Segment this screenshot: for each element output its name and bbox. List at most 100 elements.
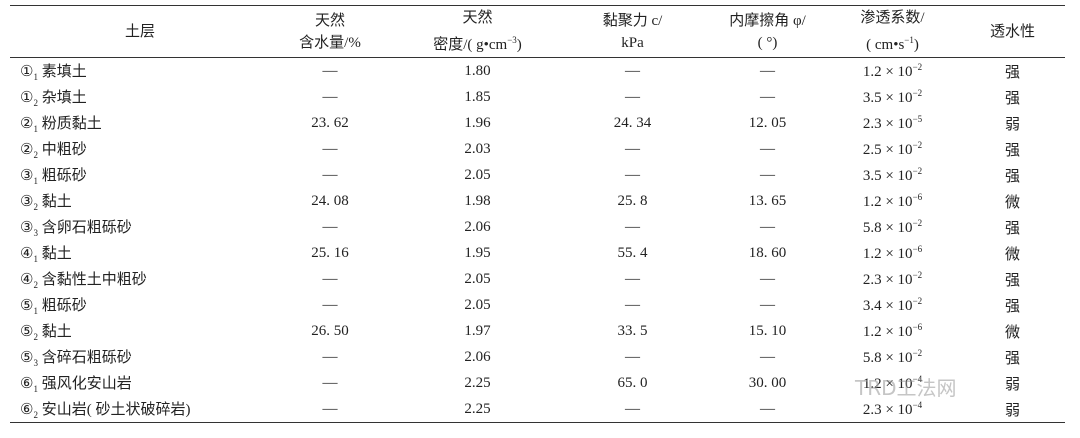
layer-number: ⑥	[20, 402, 34, 418]
perm-exp: −2	[912, 139, 923, 150]
soil-table: 土层 天然 含水量/% 天然 密度/( g•cm−3) 黏聚力 c/kPa 内摩擦角 φ/(…	[10, 5, 1065, 423]
data-row: ①1 素填土 — 1.80 — — 1.2 × 10−2 强	[10, 58, 1065, 85]
density-cell: 1.80	[400, 58, 555, 85]
density-cell: 2.05	[400, 162, 555, 188]
density: 2.06	[464, 348, 491, 365]
perm-cell: 3.5 × 10−2	[825, 84, 960, 110]
header-sup: −1	[904, 35, 914, 45]
friction: —	[760, 400, 775, 417]
header-sup: −3	[507, 35, 517, 45]
cohesion: —	[625, 270, 640, 287]
water-cell: —	[260, 396, 400, 423]
friction: 18. 60	[748, 244, 787, 261]
cohesion-cell: 65. 0	[555, 370, 710, 396]
cohesion: 55. 4	[617, 244, 648, 261]
permeability-cell: 强	[960, 162, 1065, 188]
header-text: ( °)	[757, 34, 778, 51]
density: 2.05	[464, 296, 491, 313]
layer-sub: 1	[33, 72, 38, 82]
header-cell: 天然 密度/( g•cm−3)	[400, 5, 555, 58]
layer-name: 含碎石粗砾砂	[41, 350, 132, 366]
perm-cell: 2.3 × 10−4	[825, 396, 960, 423]
water: —	[322, 88, 338, 105]
density-cell: 2.25	[400, 370, 555, 396]
perm-cell: 2.3 × 10−5	[825, 110, 960, 136]
friction-cell: —	[710, 84, 825, 110]
header-cell: 渗透系数/ ( cm•s−1)	[825, 5, 960, 58]
layer-sub: 2	[33, 202, 38, 212]
permeability: 微	[1004, 246, 1020, 263]
data-row: ④1 黏土 25. 16 1.95 55. 4 18. 60 1.2 × 10−6 微	[10, 240, 1065, 266]
permeability: 强	[1004, 272, 1020, 289]
cohesion-cell: —	[555, 84, 710, 110]
layer-name: 黏土	[41, 324, 72, 340]
water-cell: —	[260, 266, 400, 292]
density: 1.85	[464, 88, 491, 105]
cohesion: —	[625, 88, 640, 105]
perm-base: 5.8 × 10	[862, 219, 913, 236]
layer-number: ①	[20, 90, 34, 106]
header-text: 天然	[462, 10, 493, 26]
layer-name: 黏土	[41, 194, 72, 210]
header-text: 内摩擦角 φ/	[729, 12, 806, 29]
water-cell: —	[260, 344, 400, 370]
layer-number: ②	[20, 116, 34, 132]
perm-exp: −4	[912, 399, 923, 410]
header-text: kPa	[621, 34, 644, 51]
perm-exp: −6	[912, 191, 923, 202]
friction: —	[760, 348, 775, 365]
data-row: ⑤2 黏土 26. 50 1.97 33. 5 15. 10 1.2 × 10−6 微	[10, 318, 1065, 344]
data-row: ②2 中粗砂 — 2.03 — — 2.5 × 10−2 强	[10, 136, 1065, 162]
layer-cell: ③1 粗砾砂	[10, 162, 260, 188]
cohesion-cell: —	[555, 162, 710, 188]
water-cell: —	[260, 370, 400, 396]
permeability-cell: 微	[960, 318, 1065, 344]
density-cell: 1.85	[400, 84, 555, 110]
perm-cell: 1.2 × 10−6	[825, 318, 960, 344]
perm-cell: 1.2 × 10−6	[825, 240, 960, 266]
data-row: ③2 黏土 24. 08 1.98 25. 8 13. 65 1.2 × 10−6 微	[10, 188, 1065, 214]
layer-sub: 1	[33, 384, 38, 394]
data-row: ③1 粗砾砂 — 2.05 — — 3.5 × 10−2 强	[10, 162, 1065, 188]
perm-base: 3.5 × 10	[862, 89, 913, 106]
data-row: ③3 含卵石粗砾砂 — 2.06 — — 5.8 × 10−2 强	[10, 214, 1065, 240]
layer-number: ④	[20, 272, 34, 288]
perm-exp: −2	[912, 61, 923, 72]
layer-cell: ②1 粉质黏土	[10, 110, 260, 136]
header-text: 透水性	[989, 23, 1035, 40]
perm-base: 1.2 × 10	[862, 245, 913, 262]
cohesion-cell: 33. 5	[555, 318, 710, 344]
friction-cell: 18. 60	[710, 240, 825, 266]
friction-cell: 15. 10	[710, 318, 825, 344]
data-row: ⑤1 粗砾砂 — 2.05 — — 3.4 × 10−2 强	[10, 292, 1065, 318]
permeability-cell: 微	[960, 188, 1065, 214]
permeability-cell: 微	[960, 240, 1065, 266]
density-cell: 1.95	[400, 240, 555, 266]
data-row: ⑤3 含碎石粗砾砂 — 2.06 — — 5.8 × 10−2 强	[10, 344, 1065, 370]
layer-name: 黏土	[41, 246, 72, 262]
friction: —	[760, 62, 775, 79]
density: 1.95	[464, 244, 491, 261]
permeability: 强	[1004, 350, 1020, 367]
permeability-cell: 强	[960, 214, 1065, 240]
perm-base: 2.3 × 10	[862, 115, 913, 132]
layer-sub: 2	[33, 332, 38, 342]
cohesion: 65. 0	[617, 374, 648, 391]
header-text: 黏聚力 c/	[602, 12, 663, 29]
perm-base: 5.8 × 10	[862, 349, 913, 366]
friction: —	[760, 88, 775, 105]
perm-exp: −6	[912, 321, 923, 332]
layer-cell: ④2 含黏性土中粗砂	[10, 266, 260, 292]
cohesion-cell: —	[555, 396, 710, 423]
cohesion: —	[625, 62, 640, 79]
layer-cell: ②2 中粗砂	[10, 136, 260, 162]
layer-cell: ⑤3 含碎石粗砾砂	[10, 344, 260, 370]
layer-name: 粗砾砂	[41, 298, 87, 314]
layer-sub: 3	[33, 358, 38, 368]
layer-name: 中粗砂	[41, 142, 87, 158]
cohesion-cell: 25. 8	[555, 188, 710, 214]
permeability: 弱	[1004, 116, 1020, 133]
density: 2.05	[464, 270, 491, 287]
cohesion-cell: —	[555, 58, 710, 85]
